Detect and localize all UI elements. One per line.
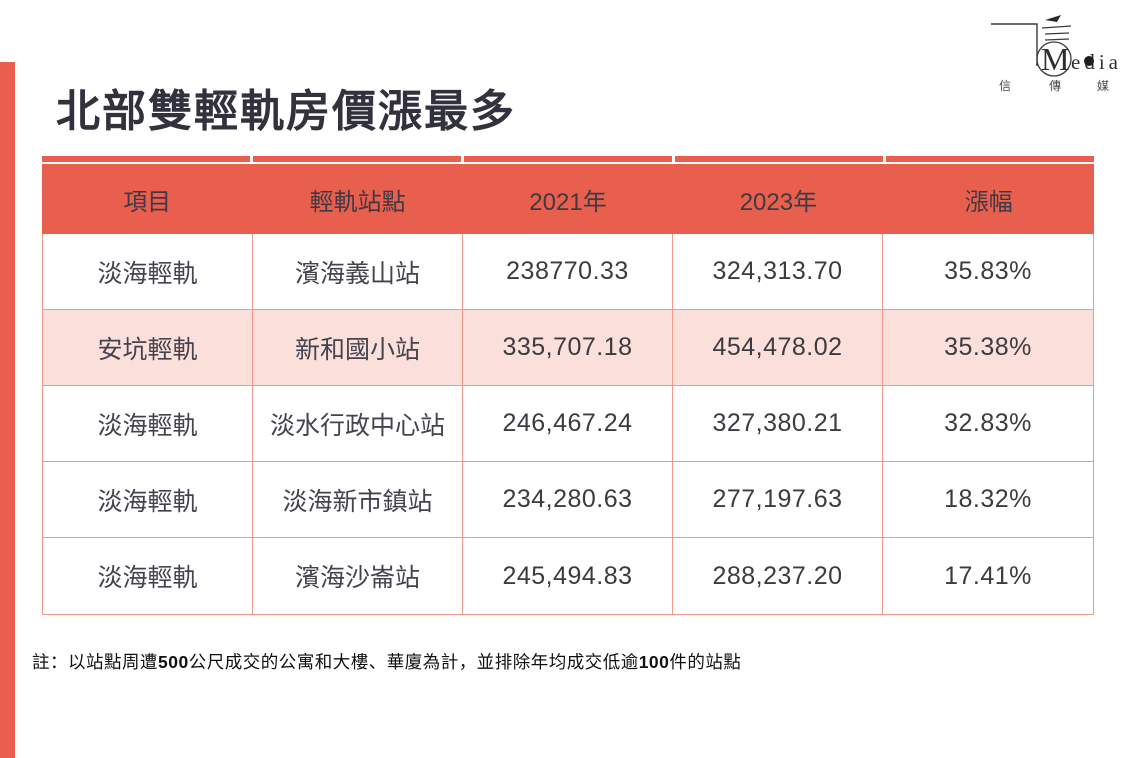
table-top-border-strip [42, 156, 1094, 162]
cell-change: 35.83% [883, 234, 1093, 310]
svg-text:M: M [1041, 41, 1069, 77]
cell-line: 淡海輕軌 [43, 386, 253, 462]
cell-2021: 238770.33 [463, 234, 673, 310]
table-body: 淡海輕軌 濱海義山站 238770.33 324,313.70 35.83% 安… [42, 234, 1094, 615]
header-2021: 2021年 [529, 188, 607, 216]
cell-change: 18.32% [883, 462, 1093, 538]
svg-text:信: 信 [999, 79, 1011, 93]
footnote-prefix: 註：以站點周遭 [32, 652, 158, 672]
cell-2023: 288,237.20 [673, 538, 883, 614]
cell-change: 17.41% [944, 561, 1032, 590]
cell-2021: 335,707.18 [463, 310, 673, 386]
cell-2021: 246,467.24 [463, 386, 673, 462]
left-accent-bar [0, 62, 15, 758]
table-row: 安坑輕軌 新和國小站 335,707.18 454,478.02 35.38% [43, 310, 1093, 386]
cell-station: 濱海義山站 [253, 234, 463, 310]
cell-station: 淡海新市鎮站 [253, 462, 463, 538]
table-header-row: 項目 輕軌站點 2021年 2023年 漲幅 [42, 164, 1094, 234]
header-station: 輕軌站點 [309, 188, 406, 216]
cell-2023: 454,478.02 [673, 310, 883, 386]
price-table: 項目 輕軌站點 2021年 2023年 漲幅 淡海輕軌 濱海義山站 238770… [42, 156, 1094, 615]
cell-line: 淡海輕軌 [43, 234, 253, 310]
cell-line: 淡海輕軌 [43, 462, 253, 538]
footnote: 註：以站點周遭500公尺成交的公寓和大樓、華廈為計，並排除年均成交低逾100件的… [32, 649, 741, 674]
footnote-bold-100: 100 [638, 652, 670, 672]
svg-text:傳: 傳 [1049, 79, 1061, 93]
cell-change: 32.83% [883, 386, 1093, 462]
cmedia-logo-icon: M edia 信 傳 媒 [991, 15, 1122, 93]
cmedia-logo: M edia 信 傳 媒 [985, 10, 1125, 98]
svg-text:媒: 媒 [1097, 79, 1109, 93]
cell-station: 濱海沙崙站 [253, 538, 463, 614]
table-row: 淡海輕軌 濱海沙崙站 245,494.83 288,237.20 17.41% [43, 538, 1093, 614]
svg-text:edia: edia [1071, 50, 1122, 74]
footnote-suffix: 件的站點 [669, 652, 742, 672]
header-change: 漲幅 [964, 188, 1013, 216]
cell-change: 35.38% [883, 310, 1093, 386]
header-2023: 2023年 [739, 188, 818, 216]
cell-2023: 327,380.21 [673, 386, 883, 462]
table-row: 淡海輕軌 淡水行政中心站 246,467.24 327,380.21 32.83… [43, 386, 1093, 462]
cell-line: 淡海輕軌 [43, 538, 253, 614]
page-title: 北部雙輕軌房價漲最多 [56, 87, 516, 137]
footnote-mid: 公尺成交的公寓和大樓、華廈為計，並排除年均成交低逾 [188, 652, 639, 672]
cell-line: 安坑輕軌 [43, 310, 253, 386]
cell-2023: 324,313.70 [673, 234, 883, 310]
cell-station: 淡水行政中心站 [253, 386, 463, 462]
cell-2021: 245,494.83 [463, 538, 673, 614]
header-item: 項目 [123, 188, 172, 216]
table-row: 淡海輕軌 淡海新市鎮站 234,280.63 277,197.63 18.32% [43, 462, 1093, 538]
cell-station: 新和國小站 [253, 310, 463, 386]
cell-2023: 277,197.63 [673, 462, 883, 538]
footnote-bold-500: 500 [158, 652, 189, 672]
table-row: 淡海輕軌 濱海義山站 238770.33 324,313.70 35.83% [43, 234, 1093, 310]
cell-2021: 234,280.63 [463, 462, 673, 538]
